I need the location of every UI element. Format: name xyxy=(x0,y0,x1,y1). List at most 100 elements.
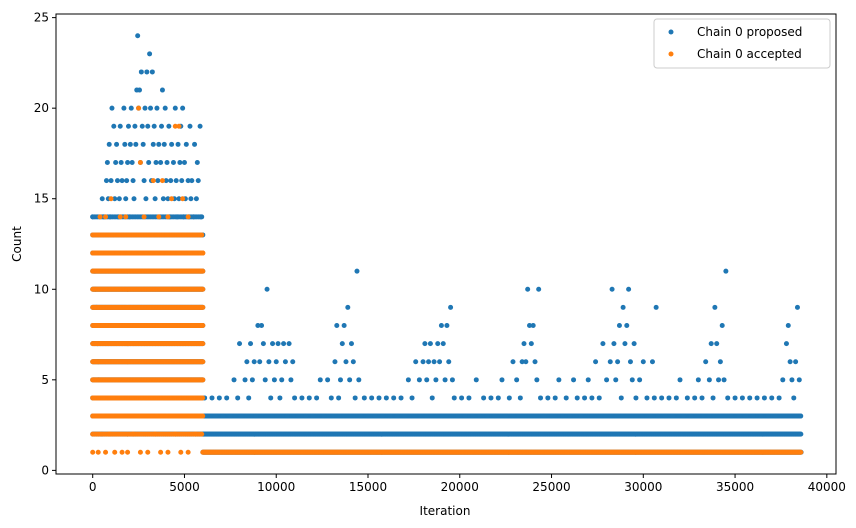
data-point xyxy=(125,123,131,129)
data-point xyxy=(455,413,461,419)
data-point xyxy=(530,323,536,328)
data-point xyxy=(153,160,159,165)
data-point xyxy=(132,123,138,129)
data-point xyxy=(147,51,153,57)
data-point xyxy=(721,377,727,383)
data-point xyxy=(629,377,635,383)
data-point xyxy=(231,377,237,383)
data-point xyxy=(192,141,198,147)
data-point xyxy=(719,323,725,328)
data-point xyxy=(593,359,599,365)
data-point xyxy=(262,377,268,383)
data-point xyxy=(180,105,186,111)
data-point xyxy=(499,377,505,383)
data-point xyxy=(466,395,472,401)
data-point xyxy=(141,178,147,184)
data-point xyxy=(484,413,490,419)
data-point xyxy=(585,377,591,383)
data-point xyxy=(536,286,542,292)
data-point xyxy=(264,286,270,292)
data-point xyxy=(743,413,749,419)
data-point xyxy=(517,395,523,401)
data-point xyxy=(567,413,573,419)
data-point xyxy=(128,105,134,111)
data-point xyxy=(143,196,149,202)
data-point xyxy=(129,160,135,165)
data-point xyxy=(260,341,266,347)
data-point xyxy=(563,395,569,401)
data-point xyxy=(765,413,771,419)
data-point xyxy=(716,377,722,383)
data-point xyxy=(179,178,185,184)
data-point xyxy=(194,160,200,165)
data-point xyxy=(152,196,158,202)
data-point xyxy=(146,160,152,165)
data-point xyxy=(747,395,753,401)
data-point xyxy=(336,395,342,401)
data-point xyxy=(613,377,619,383)
data-point xyxy=(796,377,802,383)
data-point xyxy=(534,377,540,383)
data-point xyxy=(156,141,162,147)
data-point xyxy=(209,395,215,401)
data-point xyxy=(279,377,285,383)
data-point xyxy=(284,413,290,419)
data-point xyxy=(582,395,588,401)
data-point xyxy=(348,341,354,347)
data-point xyxy=(159,123,165,129)
data-point xyxy=(172,105,178,111)
data-point xyxy=(695,377,701,383)
data-point xyxy=(286,341,292,347)
data-point xyxy=(655,413,661,419)
data-point xyxy=(446,359,452,365)
data-point xyxy=(649,359,655,365)
data-point xyxy=(736,413,742,419)
data-point xyxy=(609,286,615,292)
data-point xyxy=(189,178,195,184)
data-point xyxy=(268,395,274,401)
data-point xyxy=(648,413,654,419)
data-point xyxy=(131,196,137,202)
data-point xyxy=(372,413,378,419)
data-point xyxy=(145,123,151,129)
points-layer xyxy=(90,33,804,455)
data-point xyxy=(99,196,105,202)
data-point xyxy=(175,141,181,147)
data-point xyxy=(552,395,558,401)
series-1-points xyxy=(90,105,804,455)
data-point xyxy=(119,178,125,184)
data-point xyxy=(281,341,287,347)
data-point xyxy=(528,341,534,347)
data-point xyxy=(616,323,622,328)
data-point xyxy=(220,413,226,419)
data-point xyxy=(772,413,778,419)
data-point xyxy=(244,359,250,365)
data-point xyxy=(492,413,498,419)
data-point xyxy=(246,395,252,401)
data-point xyxy=(444,323,450,328)
data-point xyxy=(140,141,146,147)
data-point xyxy=(103,178,109,184)
data-point xyxy=(424,377,430,383)
data-point xyxy=(165,196,171,202)
data-point xyxy=(776,395,782,401)
data-point xyxy=(150,141,156,147)
data-point xyxy=(299,395,305,401)
data-point xyxy=(422,341,428,347)
data-point xyxy=(725,395,731,401)
data-point xyxy=(560,413,566,419)
data-point xyxy=(728,413,734,419)
data-point xyxy=(365,413,371,419)
data-point xyxy=(193,196,199,202)
data-point xyxy=(376,395,382,401)
data-point xyxy=(578,413,584,419)
data-point xyxy=(794,304,800,310)
data-point xyxy=(259,323,265,328)
data-point xyxy=(437,359,443,365)
data-point xyxy=(684,395,690,401)
data-point xyxy=(159,87,165,93)
data-point xyxy=(398,395,404,401)
data-point xyxy=(277,395,283,401)
plot-background xyxy=(56,14,836,474)
data-point xyxy=(125,160,131,165)
